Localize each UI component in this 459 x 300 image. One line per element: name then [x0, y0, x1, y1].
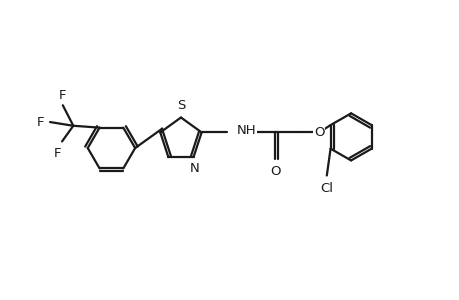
Text: F: F: [36, 116, 44, 128]
Text: O: O: [269, 164, 280, 178]
Text: O: O: [313, 126, 324, 139]
Text: S: S: [176, 99, 185, 112]
Text: N: N: [190, 162, 199, 175]
Text: NH: NH: [236, 124, 256, 137]
Text: F: F: [53, 147, 61, 160]
Text: Cl: Cl: [319, 182, 333, 195]
Text: F: F: [59, 89, 67, 102]
